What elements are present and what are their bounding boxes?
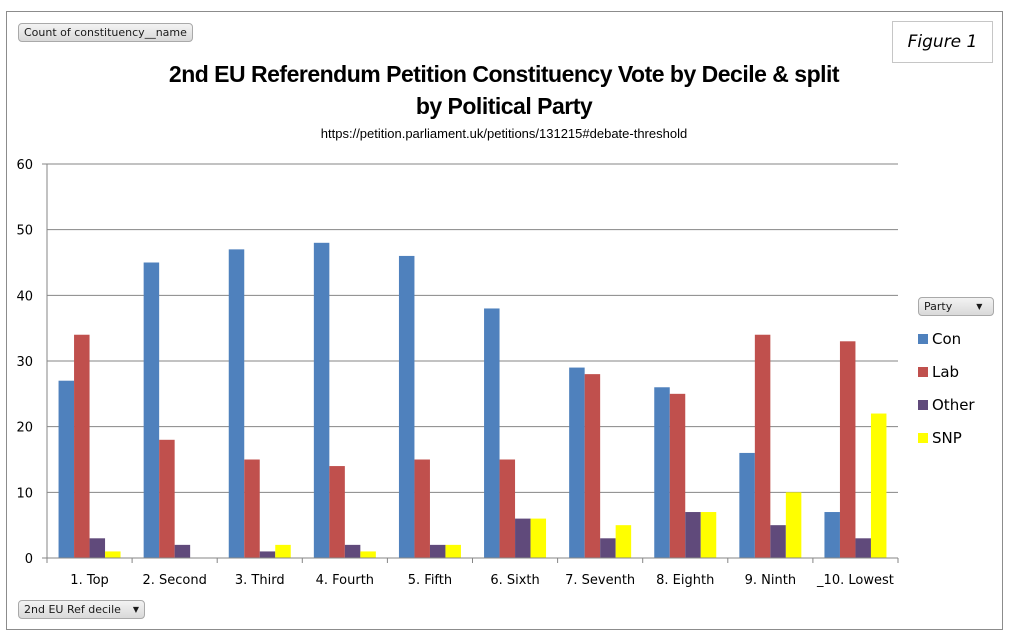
- bar-lab: [839, 341, 856, 558]
- bar-other: [515, 518, 531, 558]
- bar-lab: [754, 334, 771, 558]
- bar-con: [228, 249, 245, 558]
- bar-snp: [870, 413, 887, 558]
- x-tick-label: 4. Fourth: [316, 573, 374, 588]
- legend-label: Other: [932, 395, 975, 414]
- legend: Con Lab Other SNP: [918, 322, 975, 454]
- bar-snp: [700, 512, 717, 558]
- legend-item-lab: Lab: [918, 355, 975, 388]
- bar-con: [313, 242, 330, 559]
- x-tick-label: _10. Lowest: [816, 573, 894, 588]
- bar-other: [344, 544, 361, 558]
- bar-snp: [445, 544, 461, 558]
- bar-con: [824, 512, 840, 558]
- x-tick-label: 3. Third: [235, 573, 285, 588]
- bar-snp: [615, 525, 632, 558]
- legend-item-snp: SNP: [918, 421, 975, 454]
- bar-lab: [329, 466, 345, 558]
- y-tick-label: 0: [25, 552, 33, 567]
- x-tick-label: 9. Ninth: [745, 573, 796, 588]
- bar-snp: [530, 518, 547, 558]
- x-tick-label: 2. Second: [142, 573, 206, 588]
- bar-other: [429, 544, 446, 558]
- bar-con: [739, 452, 755, 558]
- x-tick-label: 1. Top: [70, 573, 108, 588]
- chart-subtitle: https://petition.parliament.uk/petitions…: [320, 126, 688, 141]
- axis-field-label: 2nd EU Ref decile: [24, 603, 121, 616]
- y-tick-label: 30: [16, 355, 33, 370]
- dropdown-arrow-icon: ▼: [132, 605, 140, 614]
- bar-con: [58, 380, 75, 558]
- chart-title: 2nd EU Referendum Petition Constituency …: [100, 58, 908, 122]
- bar-con: [143, 262, 160, 558]
- bar-other: [600, 538, 616, 558]
- bar-other: [89, 538, 106, 558]
- y-tick-label: 60: [16, 158, 33, 173]
- y-tick-label: 40: [16, 289, 33, 304]
- bar-snp: [275, 544, 291, 558]
- bar-other: [855, 538, 871, 558]
- axes: [42, 163, 899, 563]
- value-field-label: Count of constituency__name: [24, 26, 187, 39]
- bar-snp: [360, 551, 376, 558]
- bar-lab: [669, 393, 686, 558]
- chart-title-line-2: by Political Party: [415, 93, 593, 119]
- bar-lab: [244, 459, 260, 558]
- x-tick-label: 5. Fifth: [408, 573, 452, 588]
- legend-field-label: Party: [924, 300, 953, 313]
- y-tick-label: 10: [16, 486, 33, 501]
- bar-other: [259, 551, 276, 558]
- figure-label: Figure 1: [907, 32, 978, 52]
- bar-con: [569, 367, 585, 558]
- legend-item-con: Con: [918, 322, 975, 355]
- bar-other: [174, 544, 191, 558]
- bar-con: [484, 308, 500, 558]
- bar-lab: [159, 439, 175, 558]
- y-tick-label: 20: [16, 421, 33, 436]
- figure-label-box: Figure 1: [892, 21, 993, 63]
- bar-other: [685, 512, 701, 558]
- axis-field-button[interactable]: 2nd EU Ref decile ▼: [18, 600, 146, 619]
- chart-title-line-1: 2nd EU Referendum Petition Constituency …: [168, 61, 840, 87]
- x-tick-label: 8. Eighth: [656, 573, 714, 588]
- bar-lab: [584, 374, 601, 558]
- y-tick-labels: 0 10 20 30 40 50 60: [16, 158, 33, 567]
- bar-con: [398, 255, 415, 558]
- bar-snp: [785, 492, 802, 558]
- legend-swatch: [918, 333, 928, 344]
- legend-field-button[interactable]: Party ▼: [918, 297, 994, 316]
- bar-con: [654, 387, 670, 558]
- value-field-button[interactable]: Count of constituency__name: [18, 23, 193, 42]
- legend-label: Con: [932, 329, 962, 348]
- bar-other: [770, 525, 786, 558]
- x-tick-label: 6. Sixth: [490, 573, 539, 588]
- bars: [58, 242, 887, 559]
- bar-lab: [414, 459, 430, 558]
- x-tick-label: 7. Seventh: [565, 573, 635, 588]
- bar-lab: [74, 334, 90, 558]
- legend-label: SNP: [932, 428, 962, 447]
- x-tick-labels: 1. Top 2. Second 3. Third 4. Fourth 5. Fifth…: [70, 573, 894, 588]
- bar-lab: [499, 459, 516, 558]
- legend-swatch: [918, 432, 928, 443]
- legend-item-other: Other: [918, 388, 975, 421]
- y-tick-label: 50: [16, 224, 33, 239]
- legend-label: Lab: [932, 362, 960, 381]
- legend-swatch: [918, 399, 928, 410]
- legend-swatch: [918, 366, 928, 377]
- bar-snp: [105, 551, 121, 558]
- dropdown-arrow-icon: ▼: [976, 302, 983, 311]
